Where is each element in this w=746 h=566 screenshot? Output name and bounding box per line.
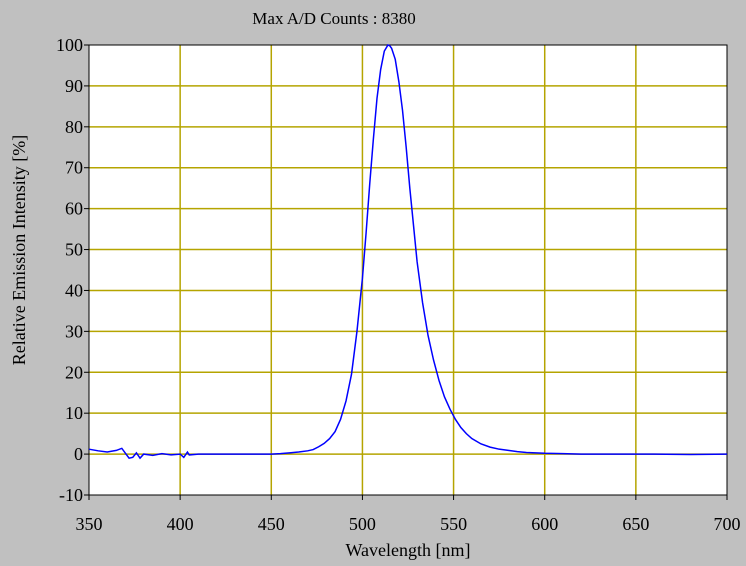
x-tick-label-700: 700 [714, 514, 741, 534]
y-tick-label-30: 30 [65, 321, 83, 341]
y-tick-label-90: 90 [65, 76, 83, 96]
y-tick-label-40: 40 [65, 280, 83, 300]
plot-border [88, 44, 728, 496]
y-tick-label--10: -10 [59, 485, 83, 505]
series-line-emission [88, 44, 728, 460]
y-tick-label-10: 10 [65, 403, 83, 423]
y-tick-label-70: 70 [65, 158, 83, 178]
x-tick-label-350: 350 [76, 514, 103, 534]
x-tick-label-650: 650 [622, 514, 649, 534]
x-tick-label-500: 500 [349, 514, 376, 534]
x-tick-label-550: 550 [440, 514, 467, 534]
x-axis-title: Wavelength [nm] [345, 540, 470, 560]
y-tick-label-100: 100 [56, 35, 83, 55]
y-tick-label-60: 60 [65, 199, 83, 219]
y-tick-label-50: 50 [65, 240, 83, 260]
chart-title: Max A/D Counts : 8380 [252, 9, 415, 28]
y-tick-label-20: 20 [65, 362, 83, 382]
axis-ticks: 350 400 450 500 550 600 650 700 -10 0 10 20 30 40 50 60… [56, 35, 741, 534]
x-tick-label-450: 450 [258, 514, 285, 534]
y-tick-label-0: 0 [74, 444, 83, 464]
x-tick-label-400: 400 [167, 514, 194, 534]
plot-area [89, 45, 727, 495]
x-tick-label-600: 600 [531, 514, 558, 534]
y-axis-title: Relative Emission Intensity [%] [9, 135, 29, 365]
y-tick-label-80: 80 [65, 117, 83, 137]
